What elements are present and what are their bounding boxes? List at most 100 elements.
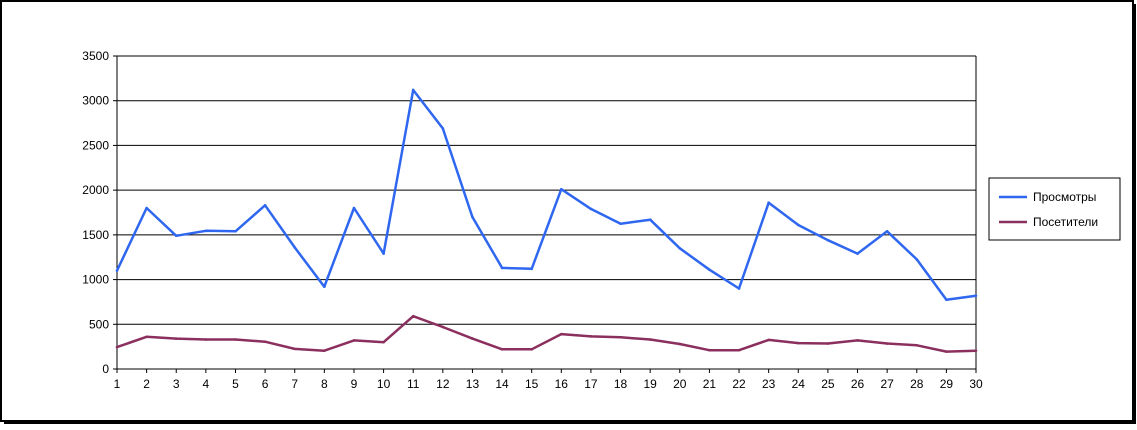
chart-shadow-bottom	[4, 421, 1136, 424]
x-tick-label: 27	[880, 377, 894, 391]
data-point	[974, 349, 978, 352]
data-point	[560, 332, 563, 336]
data-point	[382, 252, 385, 255]
data-point	[293, 347, 297, 351]
x-tick-label: 15	[525, 377, 539, 391]
data-point	[530, 348, 533, 351]
y-tick-label: 2500	[82, 138, 109, 152]
data-point	[411, 314, 415, 318]
data-point	[915, 258, 919, 261]
data-point	[619, 222, 622, 225]
data-point	[885, 342, 889, 345]
data-point	[234, 338, 237, 341]
x-tick-label: 1	[114, 377, 121, 391]
x-tick-label: 9	[351, 377, 358, 391]
series-line-1	[115, 88, 977, 301]
x-tick-label: 20	[673, 377, 687, 391]
data-point	[263, 340, 267, 344]
y-tick-label: 1000	[82, 273, 109, 287]
data-point	[204, 229, 208, 233]
data-point	[885, 229, 889, 233]
data-point	[826, 342, 830, 345]
data-point	[352, 206, 356, 210]
data-point	[441, 325, 445, 329]
y-tick-label: 0	[102, 362, 109, 376]
x-tick-label: 4	[203, 377, 210, 391]
data-point	[145, 206, 148, 210]
x-tick-label: 19	[643, 377, 657, 391]
y-tick-label: 500	[89, 317, 109, 331]
data-point	[974, 294, 978, 297]
y-tick-label: 3500	[82, 49, 109, 63]
data-point	[856, 339, 859, 342]
data-point	[767, 201, 770, 204]
data-point	[945, 298, 948, 301]
x-tick-label: 28	[910, 377, 924, 391]
data-point	[500, 266, 504, 270]
data-point	[263, 204, 267, 207]
x-tick-label: 29	[940, 377, 954, 391]
data-point	[500, 348, 504, 351]
data-point	[737, 287, 741, 290]
data-point	[619, 335, 622, 339]
data-point	[945, 350, 948, 353]
legend-box	[988, 177, 1121, 241]
data-point	[856, 252, 859, 255]
data-point	[352, 339, 356, 342]
data-point	[323, 285, 326, 289]
data-point	[648, 218, 652, 221]
data-point	[293, 246, 297, 249]
data-point	[115, 345, 119, 349]
data-point	[441, 127, 445, 130]
x-tick-label: 2	[143, 377, 150, 391]
data-point	[411, 88, 415, 92]
data-point	[796, 341, 800, 345]
data-point	[796, 223, 800, 227]
data-point	[767, 338, 770, 342]
x-tick-label: 3	[173, 377, 180, 391]
data-point	[174, 234, 178, 238]
data-point	[915, 344, 919, 347]
data-point	[737, 348, 741, 352]
x-tick-label: 22	[732, 377, 746, 391]
series-lines	[115, 88, 978, 353]
x-tick-label: 25	[821, 377, 835, 391]
x-tick-label: 26	[851, 377, 865, 391]
data-point	[589, 335, 593, 338]
data-point	[648, 338, 652, 341]
x-tick-label: 5	[232, 377, 239, 391]
y-tick-label: 2000	[82, 183, 109, 197]
x-tick-label: 30	[969, 377, 983, 391]
legend-label: Посетители	[1033, 215, 1098, 229]
y-tick-label: 3000	[82, 94, 109, 108]
x-tick-label: 17	[584, 377, 598, 391]
x-tick-label: 13	[466, 377, 480, 391]
data-point	[471, 215, 474, 219]
data-point	[382, 340, 385, 344]
data-point	[678, 246, 682, 250]
x-tick-label: 24	[792, 377, 806, 391]
data-point	[323, 349, 326, 352]
data-point	[678, 342, 682, 346]
legend: Просмотры Посетители	[988, 177, 1121, 241]
data-point	[826, 238, 830, 242]
series-line-2	[116, 314, 977, 353]
data-point	[708, 268, 711, 272]
x-tick-label: 18	[614, 377, 628, 391]
data-point	[174, 337, 178, 340]
x-tick-label: 10	[377, 377, 391, 391]
x-tick-label: 6	[262, 377, 269, 391]
grid-lines	[117, 55, 976, 370]
x-tick-label: 11	[407, 377, 420, 391]
x-tick-label: 14	[495, 377, 509, 391]
data-point	[115, 269, 119, 272]
y-tick-label: 1500	[82, 228, 109, 242]
data-point	[560, 187, 563, 191]
x-tick-label: 23	[762, 377, 776, 391]
x-tick-label: 8	[321, 377, 328, 391]
data-point	[145, 335, 148, 339]
legend-label: Просмотры	[1033, 190, 1096, 204]
data-point	[204, 338, 208, 341]
